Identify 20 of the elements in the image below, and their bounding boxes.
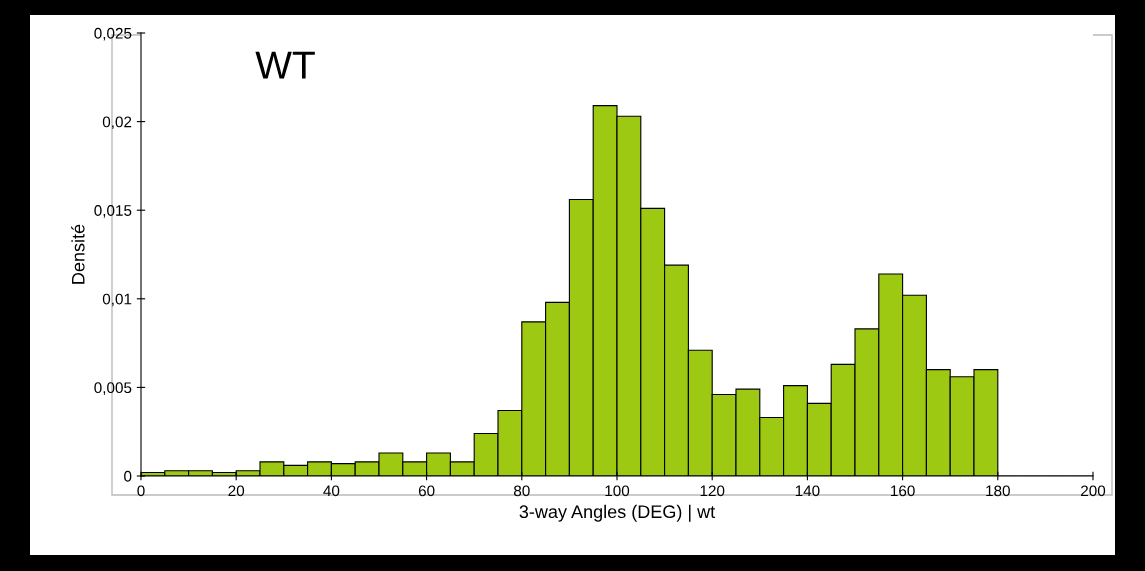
y-axis-title: Densité <box>71 224 85 284</box>
y-tick-label: 0,015 <box>94 205 132 218</box>
x-tick-label: 100 <box>605 485 630 497</box>
x-tick-label: 160 <box>891 485 915 497</box>
x-tick-label: 200 <box>1081 485 1106 497</box>
x-tick-label: 40 <box>323 485 340 497</box>
y-tick-label: 0,025 <box>94 27 132 41</box>
x-tick-label: 140 <box>795 485 820 497</box>
x-tick-label: 180 <box>986 485 1010 497</box>
y-tick-label: 0,005 <box>94 382 132 395</box>
annotation: WT <box>255 51 315 79</box>
x-tick-label: 60 <box>418 485 435 497</box>
x-axis-title: 3-way Angles (DEG) | wt <box>519 504 716 522</box>
x-tick-label: 20 <box>228 485 245 497</box>
y-tick-label: 0,02 <box>102 116 132 130</box>
y-tick-label: 0 <box>124 470 132 482</box>
x-tick-label: 0 <box>137 485 145 497</box>
x-tick-label: 80 <box>513 485 530 497</box>
x-tick-label: 120 <box>700 485 725 497</box>
y-tick-label: 0,01 <box>102 293 132 307</box>
